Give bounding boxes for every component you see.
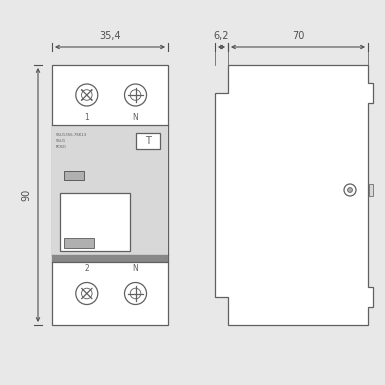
Bar [136, 133, 160, 149]
Text: 1: 1 [84, 113, 89, 122]
Bar [52, 255, 168, 262]
Text: 5SU1356-7KK13: 5SU1356-7KK13 [56, 133, 87, 137]
Circle shape [76, 283, 98, 305]
Circle shape [124, 283, 147, 305]
Text: RCBO: RCBO [56, 145, 67, 149]
Text: N: N [133, 113, 138, 122]
Text: 35,4: 35,4 [99, 31, 121, 41]
Bar [64, 171, 84, 180]
Text: 90: 90 [21, 189, 31, 201]
Circle shape [130, 90, 141, 100]
Bar [60, 192, 130, 251]
Circle shape [130, 288, 141, 299]
Circle shape [348, 187, 352, 192]
Bar [52, 125, 168, 255]
Bar [369, 184, 373, 196]
Circle shape [76, 84, 98, 106]
Circle shape [82, 90, 92, 100]
Circle shape [124, 84, 147, 106]
Circle shape [82, 288, 92, 299]
Text: 2: 2 [84, 264, 89, 273]
Polygon shape [215, 65, 373, 325]
Text: T: T [145, 136, 151, 146]
Text: 6,2: 6,2 [214, 31, 229, 41]
Bar [52, 65, 168, 325]
Bar [64, 238, 94, 248]
Text: N: N [133, 264, 138, 273]
Text: 70: 70 [292, 31, 304, 41]
Text: 5SU1: 5SU1 [56, 139, 66, 143]
Circle shape [344, 184, 356, 196]
